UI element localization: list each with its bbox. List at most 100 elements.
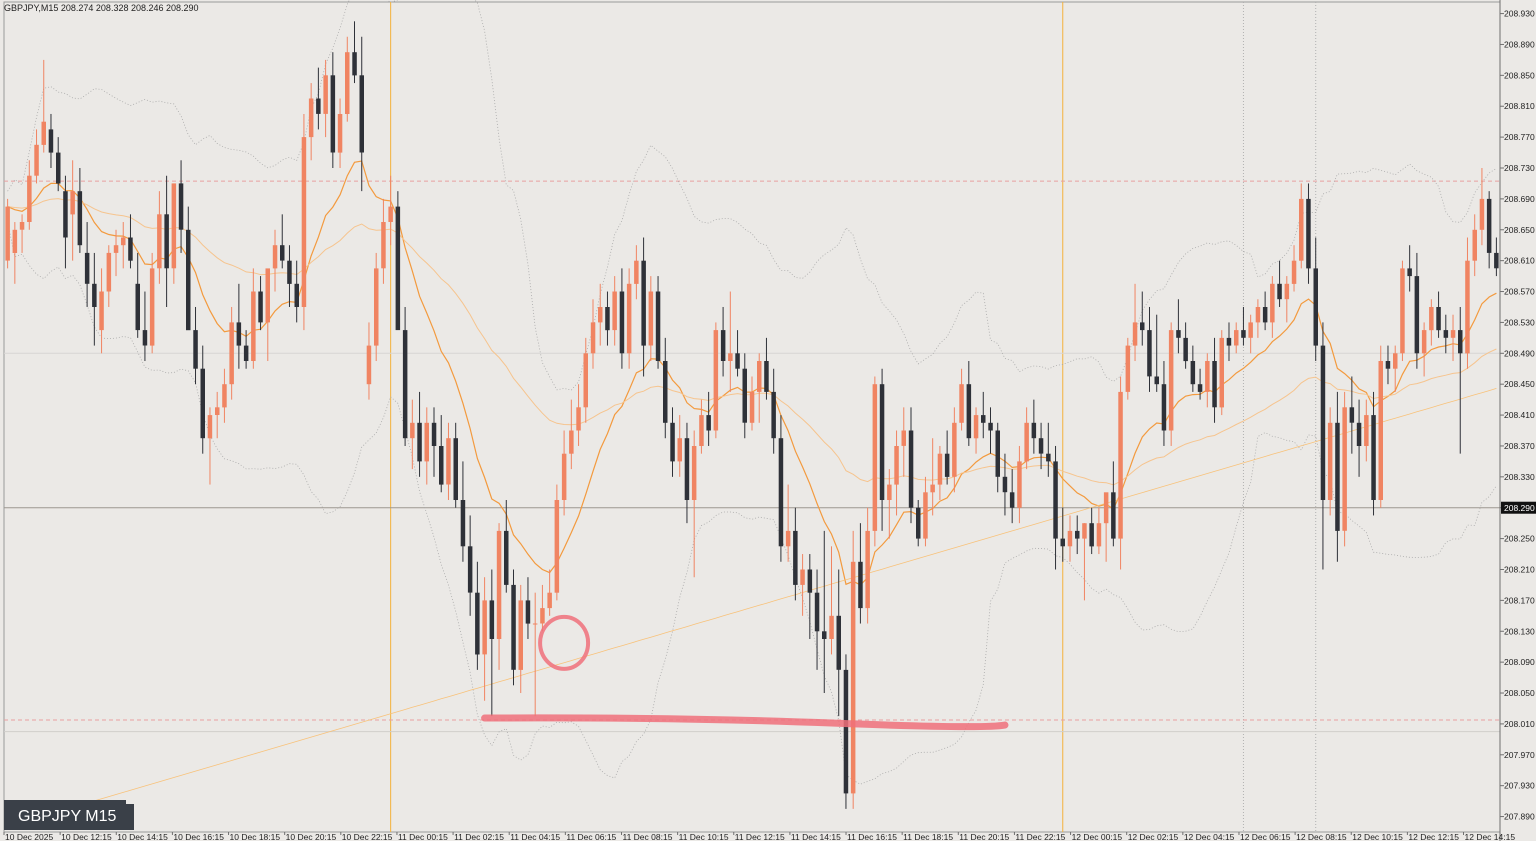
price-tick-label: 208.330 (1504, 472, 1535, 482)
candle-body (670, 422, 675, 462)
price-tick-label: 207.890 (1504, 812, 1535, 822)
candle-body (251, 291, 256, 361)
candle-body (1342, 407, 1347, 531)
candle-body (1371, 415, 1376, 500)
candle-body (1255, 307, 1261, 323)
candle-body (128, 237, 133, 261)
candle-body (1472, 229, 1477, 261)
candle-body (287, 260, 292, 284)
candle-body (496, 530, 502, 639)
candle-body (84, 252, 90, 284)
price-tick-label: 208.570 (1504, 287, 1535, 297)
candle-body (236, 322, 242, 346)
price-tick-label: 208.690 (1504, 194, 1535, 204)
candle-body (142, 330, 148, 346)
candle-body (1031, 422, 1037, 439)
candle-body (337, 114, 343, 153)
price-tick-label: 208.010 (1504, 719, 1535, 729)
candle-body (402, 330, 408, 439)
candle-body (634, 260, 639, 284)
candle-body (850, 561, 856, 794)
candle-body (901, 430, 906, 446)
candle-body (944, 453, 950, 477)
candle-body (720, 330, 726, 361)
candle-body (1262, 307, 1268, 323)
candle-body (308, 98, 314, 138)
candle-body (5, 206, 10, 261)
candle-body (186, 229, 191, 331)
current-price-label: 208.290 (1504, 503, 1535, 513)
candle-body (742, 368, 747, 423)
candle-body (77, 191, 83, 246)
candle-body (814, 592, 820, 632)
candle-body (222, 384, 227, 408)
candle-body (547, 592, 552, 609)
candle-body (316, 98, 321, 114)
candle-body (410, 422, 415, 439)
candle-body (612, 291, 617, 331)
time-tick-label: 11 Dec 14:15 (791, 832, 841, 841)
candle-body (1458, 330, 1463, 354)
candle-body (1205, 361, 1210, 392)
candle-body (663, 361, 668, 423)
candle-body (178, 183, 184, 230)
candle-body (952, 422, 957, 477)
candles-layer (5, 21, 1499, 809)
candle-body (27, 175, 32, 222)
candle-body (937, 453, 943, 485)
candle-body (439, 446, 444, 485)
time-tick-label: 10 Dec 2025 (5, 832, 53, 841)
candle-body (626, 283, 632, 354)
time-tick-label: 10 Dec 20:15 (286, 832, 337, 841)
candle-body (916, 507, 921, 539)
candle-body (648, 291, 654, 346)
candle-body (99, 291, 104, 331)
time-tick-label: 11 Dec 22:15 (1015, 832, 1065, 841)
price-tick-label: 208.650 (1504, 225, 1535, 235)
time-tick-label: 11 Dec 06:15 (566, 832, 616, 841)
price-tick-label: 208.930 (1504, 9, 1535, 19)
candle-body (923, 492, 928, 539)
candle-body (34, 144, 39, 176)
candle-body (229, 322, 234, 385)
candle-body (699, 415, 704, 446)
candle-body (12, 229, 18, 253)
candle-body (1183, 337, 1188, 362)
candle-body (215, 407, 220, 415)
time-tick-label: 11 Dec 12:15 (735, 832, 785, 841)
candle-body (1429, 307, 1434, 331)
candle-body (843, 669, 849, 794)
support-line-annotation (481, 714, 1009, 731)
candle-body (504, 530, 509, 585)
candle-body (677, 438, 682, 462)
price-tick-label: 208.450 (1504, 379, 1535, 389)
candle-body (374, 268, 379, 346)
time-tick-label: 10 Dec 16:15 (173, 832, 224, 841)
candle-body (590, 322, 596, 354)
candle-body (1465, 260, 1470, 354)
price-tick-label: 208.610 (1504, 256, 1535, 266)
candle-body (894, 446, 899, 485)
highlight-circle-annotation (538, 614, 591, 671)
candle-body (171, 183, 177, 269)
candle-body (793, 530, 798, 585)
candle-body (352, 52, 357, 76)
time-tick-label: 10 Dec 18:15 (230, 832, 281, 841)
time-tick-label: 10 Dec 14:15 (117, 832, 168, 841)
candle-body (1111, 492, 1116, 539)
candle-body (836, 615, 841, 670)
candle-body (1082, 523, 1087, 539)
candle-body (1407, 268, 1412, 277)
candle-body (1356, 422, 1362, 446)
candle-body (988, 422, 993, 431)
candle-body (778, 438, 784, 547)
candle-body (243, 345, 249, 361)
bollinger-upper-band (7, 0, 1497, 391)
candle-body (981, 415, 986, 423)
candle-body (1400, 268, 1405, 354)
time-tick-label: 12 Dec 00:15 (1072, 832, 1123, 841)
candle-body (113, 245, 119, 253)
candle-body (1284, 283, 1290, 300)
candle-body (207, 415, 213, 439)
